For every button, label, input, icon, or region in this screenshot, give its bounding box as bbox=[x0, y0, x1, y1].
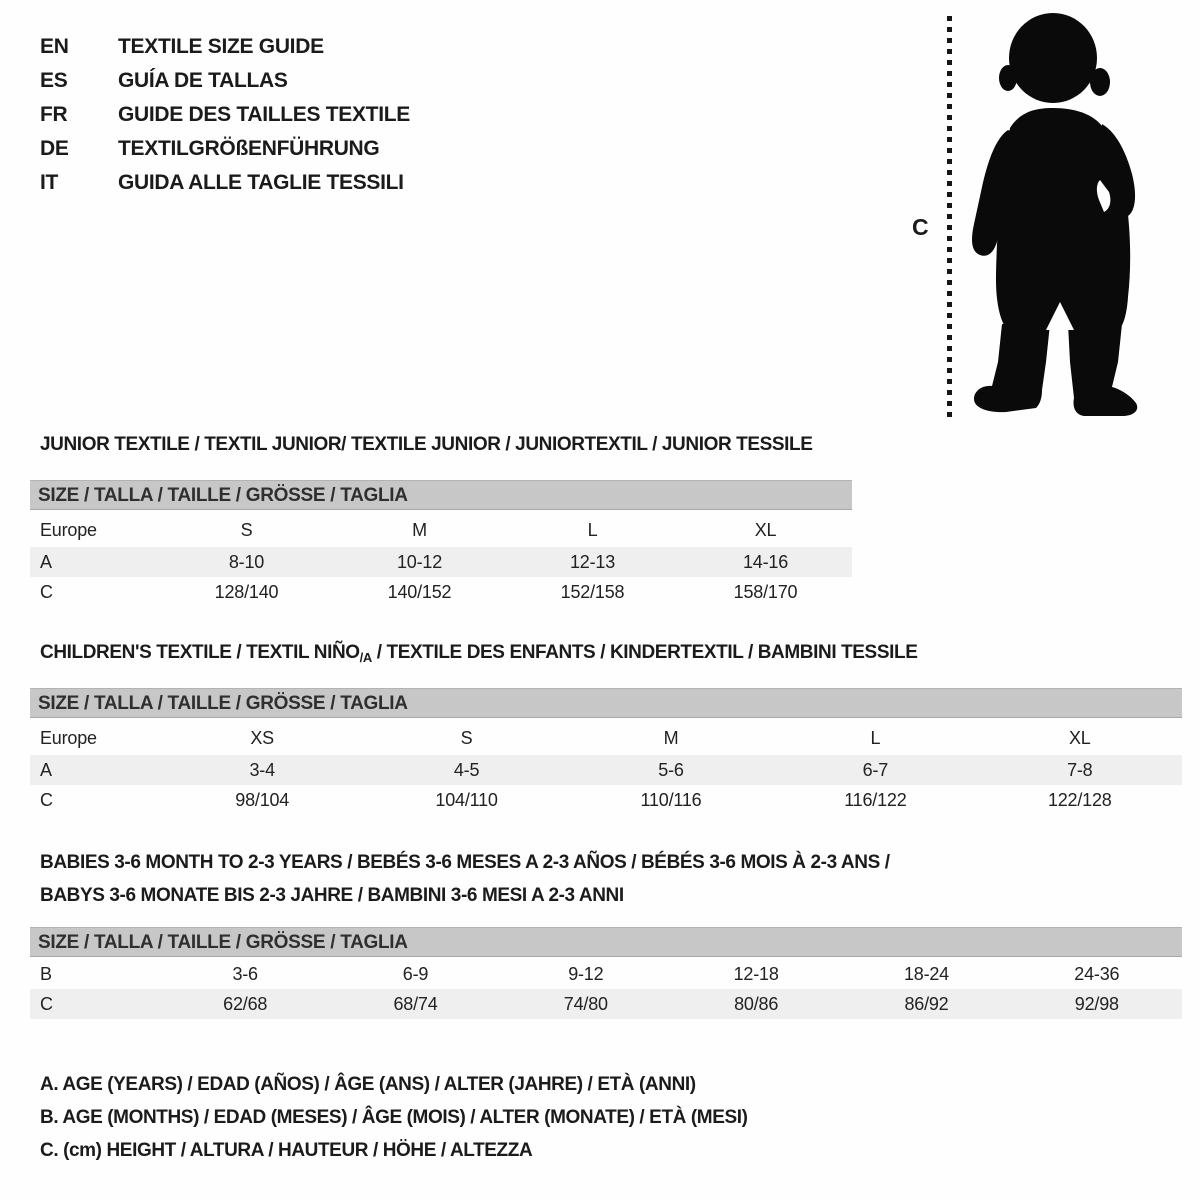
column-header: M bbox=[412, 520, 427, 540]
table-row: B 3-6 6-9 9-12 12-18 18-24 24-36 bbox=[30, 959, 1182, 989]
heading-text: CHILDREN'S TEXTILE / TEXTIL NIÑO bbox=[40, 642, 360, 663]
measurement-legend: A. AGE (YEARS) / EDAD (AÑOS) / ÂGE (ANS)… bbox=[40, 1068, 748, 1167]
size-cell: 86/92 bbox=[904, 993, 949, 1014]
column-header: XS bbox=[250, 728, 274, 748]
legend-line-c: C. (cm) HEIGHT / ALTURA / HAUTEUR / HÖHE… bbox=[40, 1140, 533, 1161]
row-label: A bbox=[40, 551, 52, 572]
guide-title: GUIDE DES TAILLES TEXTILE bbox=[118, 103, 410, 126]
row-label: C bbox=[40, 993, 53, 1014]
row-label: A bbox=[40, 759, 52, 780]
legend-line-a: A. AGE (YEARS) / EDAD (AÑOS) / ÂGE (ANS)… bbox=[40, 1074, 696, 1095]
babies-size-bar: SIZE / TALLA / TAILLE / GRÖSSE / TAGLIA bbox=[30, 927, 1182, 957]
list-item: FR GUIDE DES TAILLES TEXTILE bbox=[40, 98, 410, 132]
column-header: M bbox=[663, 728, 679, 748]
size-cell: 158/170 bbox=[733, 581, 798, 602]
size-cell: 104/110 bbox=[435, 789, 498, 810]
table-row: A 3-4 4-5 5-6 6-7 7-8 bbox=[30, 755, 1182, 785]
size-cell: 10-12 bbox=[396, 551, 443, 572]
language-code: IT bbox=[40, 171, 59, 194]
column-header: L bbox=[587, 520, 598, 540]
size-cell: 24-36 bbox=[1074, 963, 1120, 984]
size-cell: 98/104 bbox=[235, 789, 290, 810]
row-label: Europe bbox=[40, 520, 97, 540]
size-cell: 122/128 bbox=[1047, 789, 1112, 810]
heading-line: BABIES 3-6 MONTH TO 2-3 YEARS / BEBÉS 3-… bbox=[40, 852, 890, 873]
list-item: ES GUÍA DE TALLAS bbox=[40, 64, 410, 98]
list-item: DE TEXTILGRÖßENFÜHRUNG bbox=[40, 132, 410, 166]
size-cell: 3-6 bbox=[232, 963, 258, 984]
language-code: ES bbox=[40, 69, 68, 92]
junior-size-table: Europe S M L XL A 8-10 10-12 12-13 14-16 C 128/140 1… bbox=[30, 514, 852, 607]
table-row: A 8-10 10-12 12-13 14-16 bbox=[30, 547, 852, 577]
table-row: C 62/68 68/74 74/80 80/86 86/92 92/98 bbox=[30, 989, 1182, 1019]
heading-text: / TEXTILE DES ENFANTS / KINDERTEXTIL / B… bbox=[371, 642, 918, 663]
size-cell: 9-12 bbox=[568, 963, 604, 984]
table-header-row: Europe XS S M L XL bbox=[30, 722, 1182, 755]
heading-line: BABYS 3-6 MONATE BIS 2-3 JAHRE / BAMBINI… bbox=[40, 885, 624, 906]
height-measure-dashed-line bbox=[947, 16, 952, 418]
language-code: FR bbox=[40, 103, 68, 126]
column-header: S bbox=[460, 728, 473, 748]
size-cell: 6-9 bbox=[402, 963, 429, 984]
size-cell: 80/86 bbox=[734, 993, 779, 1014]
heading-subscript: /A bbox=[359, 650, 373, 665]
table-header-row: Europe S M L XL bbox=[30, 514, 852, 547]
size-cell: 8-10 bbox=[228, 551, 265, 572]
size-cell: 110/116 bbox=[640, 789, 702, 810]
row-label: C bbox=[40, 789, 53, 810]
babies-section-heading: BABIES 3-6 MONTH TO 2-3 YEARS / BEBÉS 3-… bbox=[40, 846, 890, 912]
children-size-table: Europe XS S M L XL A 3-4 4-5 5-6 6-7 7-8 C 98/104 104/… bbox=[30, 722, 1182, 815]
size-cell: 12-13 bbox=[569, 551, 616, 572]
junior-section-heading: JUNIOR TEXTILE / TEXTIL JUNIOR/ TEXTILE … bbox=[40, 434, 813, 455]
size-cell: 4-5 bbox=[453, 759, 480, 780]
guide-title: TEXTILGRÖßENFÜHRUNG bbox=[118, 137, 380, 160]
column-header: XL bbox=[754, 520, 777, 540]
children-section-heading: CHILDREN'S TEXTILE / TEXTIL NIÑO/A / TEX… bbox=[40, 642, 918, 665]
guide-title: TEXTILE SIZE GUIDE bbox=[118, 35, 324, 58]
column-header: S bbox=[240, 520, 253, 540]
row-label: C bbox=[40, 581, 53, 602]
table-row: C 128/140 140/152 152/158 158/170 bbox=[30, 577, 852, 607]
language-code: DE bbox=[40, 137, 69, 160]
children-size-bar: SIZE / TALLA / TAILLE / GRÖSSE / TAGLIA bbox=[30, 688, 1182, 718]
size-cell: 152/158 bbox=[560, 581, 625, 602]
list-item: IT GUIDA ALLE TAGLIE TESSILI bbox=[40, 166, 410, 200]
size-cell: 12-18 bbox=[733, 963, 779, 984]
babies-size-table: B 3-6 6-9 9-12 12-18 18-24 24-36 C 62/68 68/74 74/… bbox=[30, 959, 1182, 1019]
size-cell: 7-8 bbox=[1067, 759, 1093, 780]
size-cell: 92/98 bbox=[1074, 993, 1119, 1014]
size-cell: 68/74 bbox=[393, 993, 438, 1014]
junior-size-bar: SIZE / TALLA / TAILLE / GRÖSSE / TAGLIA bbox=[30, 480, 852, 510]
size-cell: 18-24 bbox=[903, 963, 949, 984]
size-cell: 74/80 bbox=[563, 993, 608, 1014]
legend-line-b: B. AGE (MONTHS) / EDAD (MESES) / ÂGE (MO… bbox=[40, 1107, 748, 1128]
guide-title: GUÍA DE TALLAS bbox=[118, 69, 288, 92]
row-label: B bbox=[40, 963, 52, 984]
list-item: EN TEXTILE SIZE GUIDE bbox=[40, 30, 410, 64]
guide-title: GUIDA ALLE TAGLIE TESSILI bbox=[118, 171, 404, 194]
toddler-silhouette-image bbox=[972, 13, 1138, 416]
size-cell: 14-16 bbox=[742, 551, 789, 572]
height-measure-label: C bbox=[912, 214, 929, 240]
size-cell: 140/152 bbox=[387, 581, 452, 602]
column-header: L bbox=[870, 728, 881, 748]
column-header: XL bbox=[1068, 728, 1091, 748]
size-cell: 5-6 bbox=[658, 759, 684, 780]
language-list: EN TEXTILE SIZE GUIDE ES GUÍA DE TALLAS … bbox=[40, 30, 410, 200]
size-cell: 128/140 bbox=[214, 581, 279, 602]
table-row: C 98/104 104/110 110/116 116/122 122/128 bbox=[30, 785, 1182, 815]
row-label: Europe bbox=[40, 728, 97, 748]
size-cell: 6-7 bbox=[862, 759, 889, 780]
language-code: EN bbox=[40, 35, 69, 58]
size-cell: 62/68 bbox=[223, 993, 268, 1014]
size-cell: 3-4 bbox=[249, 759, 275, 780]
size-cell: 116/122 bbox=[844, 789, 907, 810]
